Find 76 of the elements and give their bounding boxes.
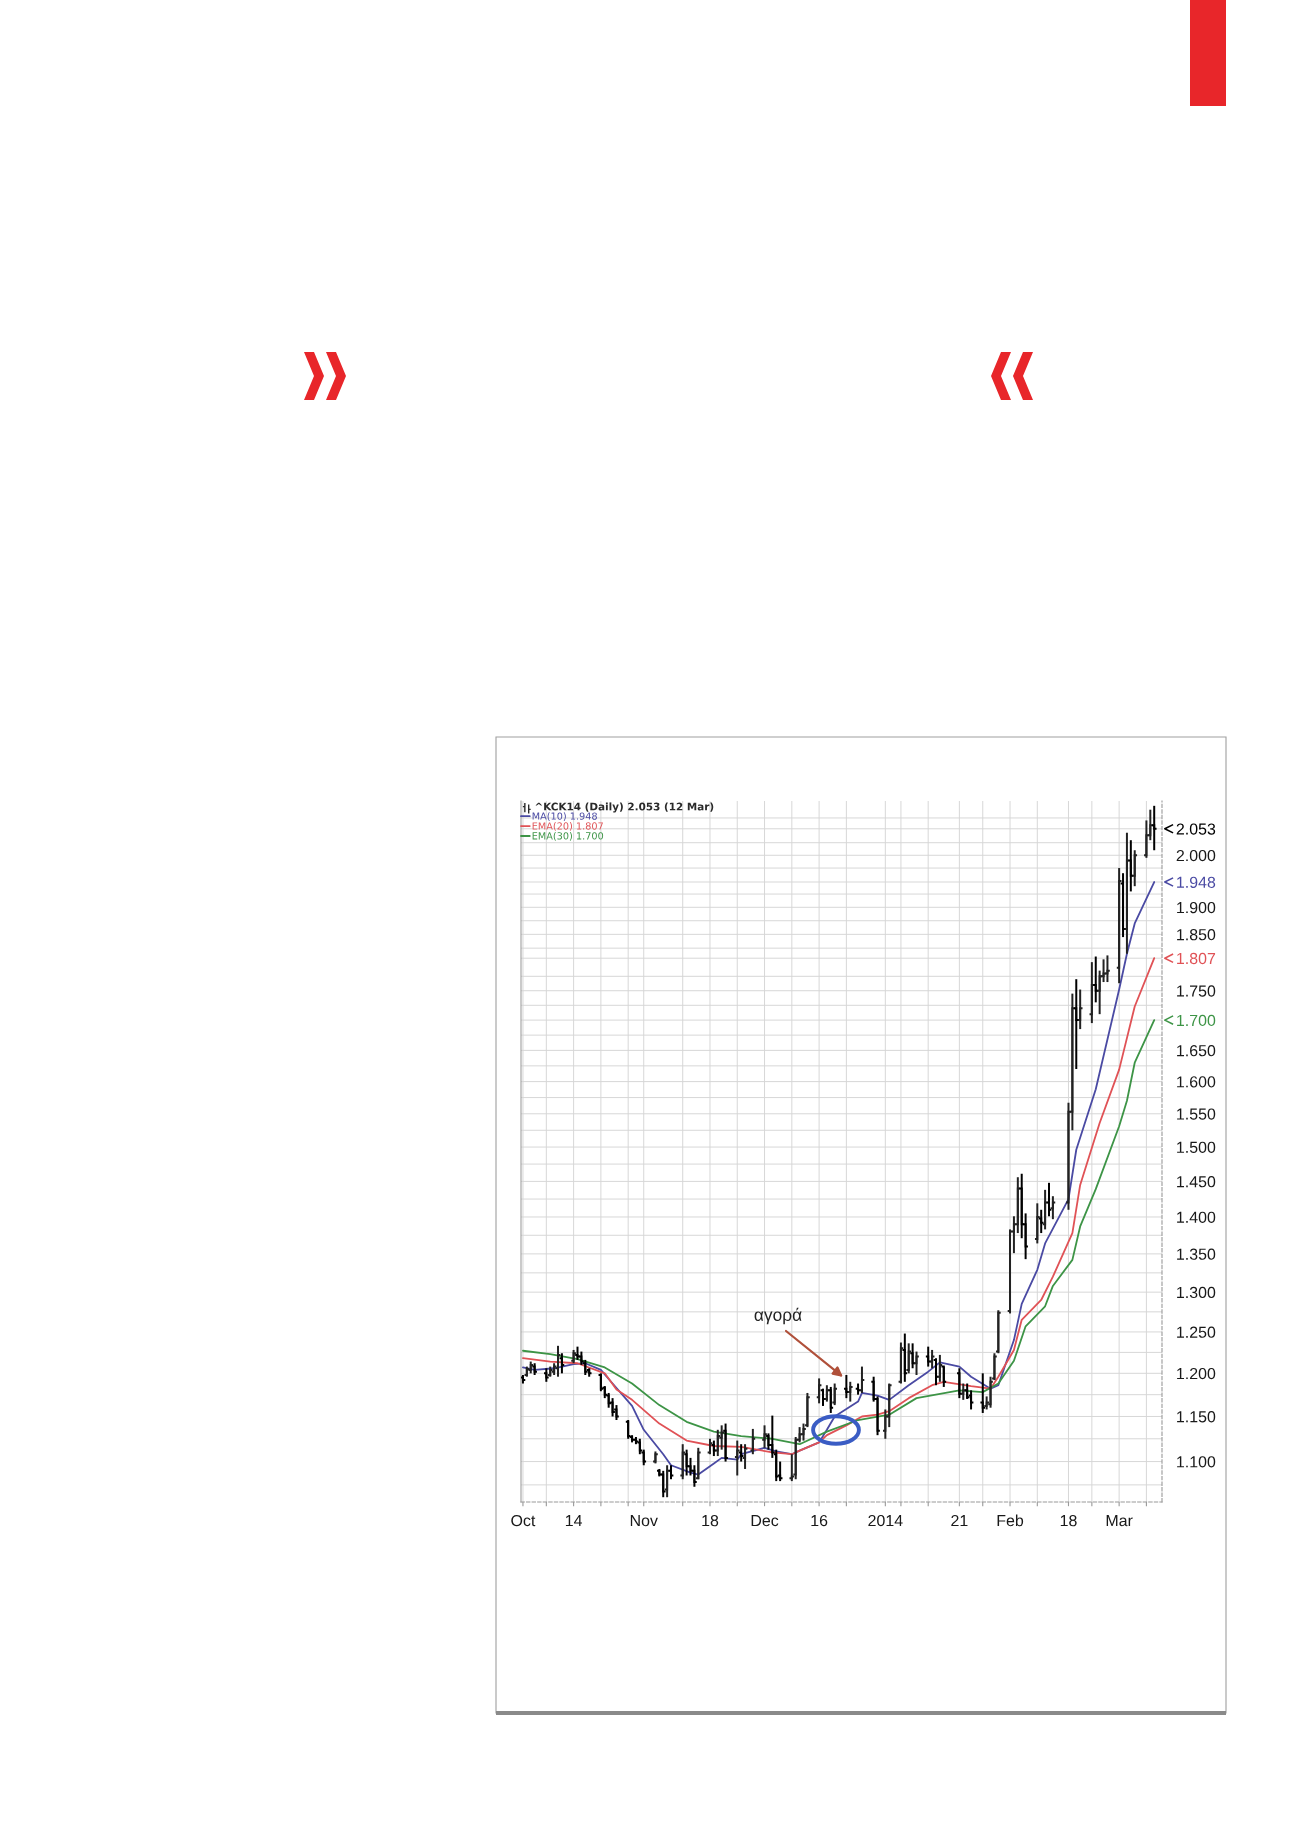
y-tick-label: 1.500 bbox=[1177, 1141, 1216, 1153]
y-tick-label: 1.850 bbox=[1177, 928, 1216, 941]
y-tick-label: 1.550 bbox=[1177, 1108, 1216, 1120]
candlestick bbox=[1150, 804, 1158, 852]
y-tick-label: 1.450 bbox=[1177, 1176, 1216, 1188]
candlestick bbox=[913, 1350, 920, 1377]
y-tick-label: 1.650 bbox=[1177, 1045, 1216, 1057]
candlestick bbox=[936, 1353, 944, 1383]
annotation: αγορά bbox=[754, 1307, 802, 1325]
x-tick-label: Dec bbox=[751, 1515, 779, 1527]
line-series bbox=[522, 881, 1156, 1476]
candlestick bbox=[932, 1357, 940, 1387]
candlestick bbox=[1076, 988, 1084, 1031]
candlestick bbox=[909, 1342, 916, 1370]
candlestick bbox=[1131, 849, 1139, 888]
x-tick-label: 21 bbox=[951, 1514, 968, 1527]
candlestick bbox=[1014, 1176, 1022, 1235]
y-tick-label: 1.350 bbox=[1177, 1248, 1216, 1260]
y-tick-label: 1.100 bbox=[1177, 1456, 1216, 1468]
y-tick-label: 1.200 bbox=[1177, 1367, 1216, 1380]
candlestick bbox=[901, 1332, 909, 1383]
candlestick bbox=[846, 1380, 854, 1403]
y-tick-label: 1.750 bbox=[1177, 985, 1216, 997]
candlestick bbox=[1092, 955, 1100, 1004]
y-tick-label: 2.000 bbox=[1176, 849, 1216, 862]
candlestick bbox=[831, 1382, 839, 1407]
candlestick bbox=[718, 1424, 726, 1451]
candlestick bbox=[1096, 969, 1103, 1016]
candlestick bbox=[924, 1345, 932, 1368]
y-tick-label: 1.900 bbox=[1177, 901, 1216, 914]
x-tick-label: 16 bbox=[811, 1514, 828, 1527]
x-tick-label: Feb bbox=[997, 1514, 1024, 1527]
x-tick-label: Mar bbox=[1106, 1515, 1133, 1527]
candlestick bbox=[1041, 1188, 1049, 1231]
x-tick-label: 18 bbox=[1060, 1514, 1077, 1527]
candlestick bbox=[1143, 819, 1150, 859]
candlestick bbox=[1115, 867, 1123, 985]
candlestick bbox=[722, 1422, 729, 1463]
candlestick bbox=[1104, 954, 1111, 984]
y-tick-label: 1.948 bbox=[1177, 876, 1216, 888]
chart-title: ^KCK14 (Daily) 2.053 (12 Mar) bbox=[535, 802, 714, 813]
candlestick bbox=[749, 1427, 757, 1456]
y-tick-label: 1.700 bbox=[1177, 1014, 1216, 1027]
candlestick bbox=[624, 1419, 632, 1440]
candlestick bbox=[1123, 831, 1131, 955]
candlestick bbox=[792, 1435, 800, 1481]
candlestick bbox=[609, 1397, 616, 1418]
candlestick bbox=[1033, 1202, 1041, 1245]
y-tick-label: 1.150 bbox=[1177, 1411, 1216, 1423]
candlestick bbox=[694, 1446, 702, 1481]
y-tick-label: 1.300 bbox=[1177, 1286, 1216, 1299]
candlestick bbox=[1045, 1181, 1053, 1218]
x-tick-label: Nov bbox=[630, 1515, 658, 1527]
legend-label: EMA(30) 1.700 bbox=[532, 832, 604, 841]
candlestick bbox=[885, 1382, 893, 1429]
y-tick-label: 1.807 bbox=[1177, 952, 1216, 965]
y-tick-label: 1.600 bbox=[1177, 1076, 1216, 1088]
candlestick bbox=[558, 1352, 566, 1375]
candlestick bbox=[905, 1342, 913, 1375]
y-tick-label: 1.400 bbox=[1177, 1211, 1216, 1223]
candlestick bbox=[940, 1365, 948, 1388]
y-tick-label: 2.053 bbox=[1176, 823, 1216, 835]
legend-label: EMA(20) 1.807 bbox=[532, 822, 603, 831]
candlestick bbox=[897, 1341, 905, 1385]
candlestick bbox=[1088, 961, 1096, 1025]
candlestick bbox=[1119, 872, 1127, 939]
x-tick-label: Oct bbox=[511, 1514, 536, 1527]
candlestick bbox=[995, 1309, 1002, 1355]
x-tick-label: 14 bbox=[565, 1515, 583, 1527]
x-tick-label: 18 bbox=[702, 1514, 719, 1527]
x-tick-label: 2014 bbox=[868, 1514, 903, 1527]
candlestick bbox=[679, 1443, 687, 1481]
candlestick bbox=[928, 1348, 936, 1370]
legend-label: MA(10) 1.948 bbox=[532, 812, 597, 821]
y-tick-label: 1.250 bbox=[1177, 1326, 1216, 1338]
candlestick bbox=[1037, 1208, 1045, 1235]
